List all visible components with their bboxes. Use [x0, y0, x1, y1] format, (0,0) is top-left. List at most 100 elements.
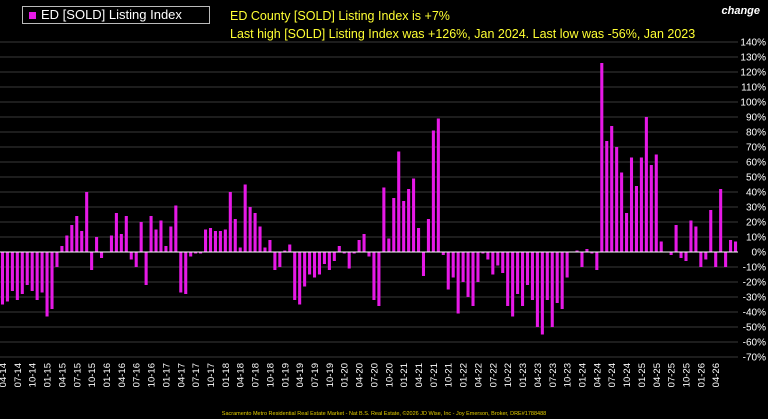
- bar: [724, 252, 728, 267]
- y-tick-label: 70%: [746, 143, 766, 154]
- bar: [55, 252, 59, 267]
- bar: [416, 228, 421, 252]
- bar: [283, 250, 287, 252]
- bar: [129, 252, 133, 260]
- bar: [70, 225, 74, 252]
- bar: [327, 252, 331, 270]
- x-tick-label: 04-22: [474, 363, 485, 387]
- bar: [639, 157, 643, 252]
- bar: [719, 189, 723, 252]
- bar: [184, 252, 188, 294]
- bar: [114, 213, 118, 252]
- bar: [620, 172, 624, 252]
- bar: [407, 189, 411, 252]
- y-tick-label: 110%: [741, 83, 766, 94]
- bar: [560, 252, 564, 309]
- x-tick-label: 10-20: [384, 363, 395, 387]
- bar: [367, 252, 371, 257]
- bar: [0, 252, 5, 305]
- bar: [362, 234, 366, 252]
- bar: [600, 63, 604, 252]
- x-tick-label: 01-21: [399, 363, 410, 387]
- bar: [426, 219, 430, 252]
- bar: [610, 126, 614, 252]
- x-tick-label: 04-23: [533, 363, 544, 387]
- bar: [109, 235, 113, 252]
- bar: [204, 229, 208, 252]
- bar: [669, 252, 673, 255]
- x-tick-label: 04-26: [711, 363, 722, 387]
- bar: [634, 186, 638, 252]
- bar: [377, 252, 381, 306]
- bar: [714, 252, 718, 267]
- bar: [337, 246, 341, 252]
- bar: [243, 184, 247, 252]
- unit-label: change: [721, 5, 760, 17]
- y-tick-label: -50%: [743, 323, 766, 334]
- x-tick-label: 10-23: [563, 363, 574, 387]
- bar: [10, 252, 14, 291]
- x-tick-label: 07-23: [548, 363, 559, 387]
- x-tick-label: 04-14: [0, 363, 9, 387]
- x-tick-label: 04-25: [652, 363, 663, 387]
- x-tick-label: 07-22: [488, 363, 499, 387]
- bar: [317, 252, 322, 275]
- bar: [590, 252, 594, 254]
- bar: [496, 252, 500, 266]
- y-tick-label: 120%: [740, 68, 766, 79]
- bar: [654, 154, 658, 252]
- bar: [213, 231, 217, 252]
- bar: [179, 252, 183, 293]
- x-tick-label: 07-17: [191, 363, 202, 387]
- annotation-high-low: Last high [SOLD] Listing Index was +126%…: [230, 27, 696, 41]
- bar: [164, 246, 168, 252]
- bar: [169, 226, 173, 252]
- x-tick-label: 01-16: [102, 363, 113, 387]
- bar: [258, 226, 262, 252]
- bar: [421, 252, 426, 276]
- x-tick-label: 04-18: [236, 363, 247, 387]
- bar: [100, 252, 104, 258]
- y-tick-label: 20%: [746, 218, 766, 229]
- x-tick-label: 07-21: [429, 363, 440, 387]
- y-tick-label: 30%: [746, 203, 766, 214]
- x-axis-ticks: 04-14 07-14 10-14 01-15 04-15 07-15 10-15 01-16…: [0, 363, 722, 387]
- bar: [575, 250, 579, 252]
- y-tick-label: 80%: [746, 128, 766, 139]
- bar: [476, 252, 480, 282]
- x-tick-label: 04-17: [176, 363, 187, 387]
- bar: [174, 205, 178, 252]
- bar: [446, 252, 450, 290]
- bar: [119, 234, 123, 252]
- bar: [382, 187, 386, 252]
- bar: [441, 252, 445, 255]
- legend: ED [SOLD] Listing Index: [22, 6, 210, 24]
- y-tick-label: 60%: [746, 158, 766, 169]
- bar: [511, 252, 515, 317]
- bar: [486, 252, 490, 260]
- bar: [35, 252, 39, 300]
- y-tick-label: 40%: [746, 188, 766, 199]
- x-tick-label: 07-20: [370, 363, 381, 387]
- bar: [352, 252, 356, 254]
- bar: [303, 252, 307, 287]
- bar: [189, 252, 193, 257]
- bar: [625, 213, 629, 252]
- bar: [481, 252, 485, 254]
- bar: [238, 247, 242, 252]
- bar: [649, 165, 653, 252]
- bar: [659, 241, 663, 252]
- x-tick-label: 07-24: [607, 363, 618, 387]
- bar: [372, 252, 376, 300]
- x-tick-label: 10-15: [87, 363, 98, 387]
- x-tick-label: 10-22: [503, 363, 514, 387]
- y-tick-label: 0%: [752, 248, 767, 259]
- bar: [278, 252, 282, 267]
- bar: [60, 246, 64, 252]
- x-tick-label: 04-20: [355, 363, 366, 387]
- x-tick-label: 01-19: [280, 363, 291, 387]
- bar: [298, 252, 302, 305]
- bar: [30, 252, 34, 291]
- gridlines: [0, 41, 738, 358]
